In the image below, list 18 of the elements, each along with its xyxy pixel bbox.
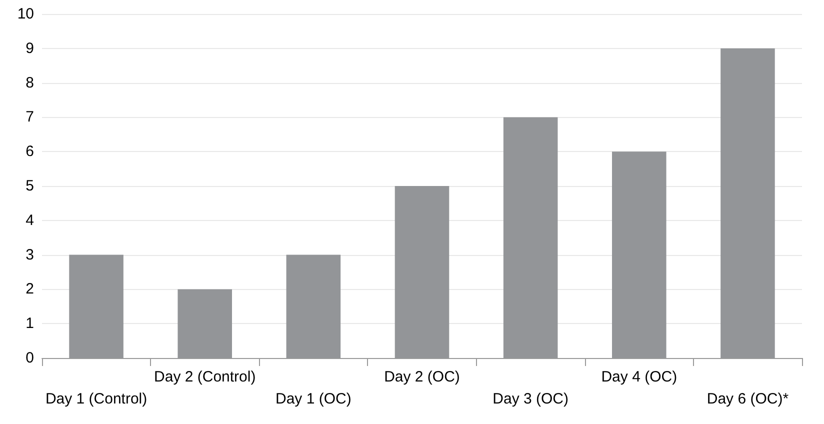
- y-tick-label: 8: [26, 74, 34, 92]
- y-tick-label: 7: [26, 108, 34, 126]
- x-tick-label: Day 4 (OC): [601, 368, 678, 386]
- y-tick-label: 0: [26, 350, 34, 366]
- y-tick-label: 3: [26, 246, 34, 264]
- x-tick-label: Day 6 (OC)*: [706, 390, 789, 408]
- x-tick-label: Day 2 (OC): [384, 368, 460, 386]
- y-tick-label: 9: [26, 40, 34, 57]
- y-tick-label: 1: [26, 315, 34, 332]
- y-tick-label: 4: [26, 212, 34, 229]
- x-tick-label: Day 1 (Control): [45, 390, 148, 408]
- y-tick-label: 5: [26, 178, 34, 194]
- y-tick-label: 10: [17, 6, 34, 22]
- y-tick-label: 2: [26, 280, 34, 298]
- x-tick-label: Day 3 (OC): [492, 390, 568, 408]
- y-tick-label: 6: [26, 143, 34, 160]
- x-tick-label: Day 1 (OC): [276, 390, 352, 408]
- x-tick-label: Day 2 (Control): [154, 368, 256, 386]
